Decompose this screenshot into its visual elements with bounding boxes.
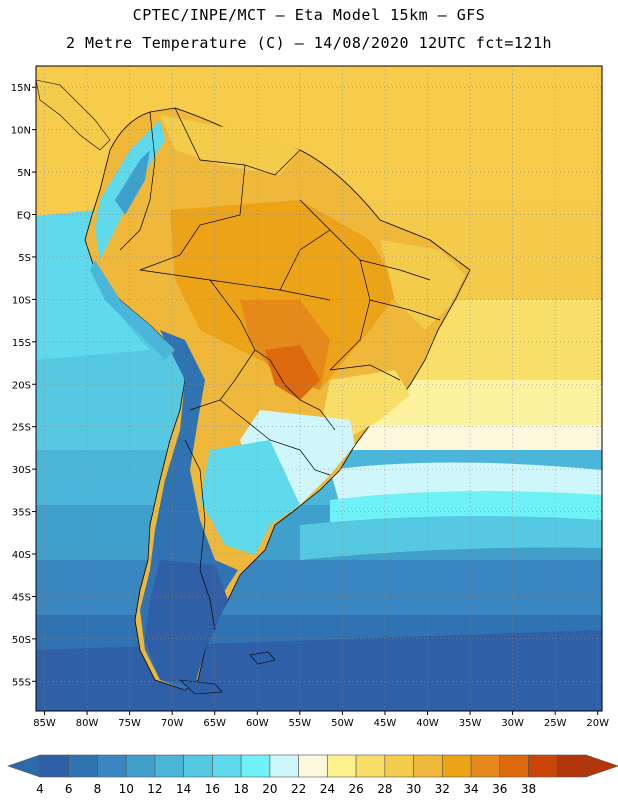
colorbar-label: 24 (320, 782, 335, 796)
map-frame (35, 65, 603, 712)
lat-tick-label: 45S (12, 592, 31, 603)
lat-tick-label: 40S (12, 550, 31, 561)
lat-tick-label: 55S (12, 677, 31, 688)
lat-tick-label: 15S (12, 338, 31, 349)
colorbar-label: 32 (435, 782, 450, 796)
colorbar-label: 36 (492, 782, 507, 796)
country-borders (119, 107, 441, 631)
lon-tick-label: 70W (161, 718, 184, 729)
lon-tick-label: 55W (289, 718, 312, 729)
ocean-band-pacific-warm (36, 210, 150, 360)
lat-tick-label: 5S (18, 253, 31, 264)
colorbar-high-arrow (585, 754, 618, 778)
colorbar-label: 8 (94, 782, 102, 796)
lon-tick-label: 75W (118, 718, 141, 729)
zone-pampas (200, 440, 300, 555)
colorbar-swatch (528, 754, 558, 778)
lat-tick-label: 35S (12, 508, 31, 519)
colorbar-swatch (470, 754, 501, 778)
lon-tick-label: 25W (544, 718, 567, 729)
lon-tick-label: 45W (374, 718, 397, 729)
ocean-band-14 (300, 516, 602, 560)
colorbar-swatch (125, 754, 156, 778)
colorbar-label: 6 (65, 782, 73, 796)
lat-tick-label: EQ (17, 211, 31, 222)
lon-tick-label: 60W (246, 718, 269, 729)
falkland-islands (249, 651, 276, 665)
colorbar-label: 38 (521, 782, 536, 796)
chart-title-line2: 2 Metre Temperature (C) – 14/08/2020 12U… (65, 34, 553, 52)
colorbar-label: 10 (119, 782, 134, 796)
lat-tick-label: 30S (12, 465, 31, 476)
lat-tick-label: 10N (11, 126, 31, 137)
colorbar-swatch (499, 754, 529, 778)
latitude-labels: 15N 10N 5N EQ 5S 10S 15S 20S 25S 30S 35S 40S 45S 50S 5… (11, 83, 31, 688)
longitude-labels: 85W 80W 75W 70W 65W 60W 55W 50W 45W 40W 35W 30W 25W 2… (33, 718, 609, 729)
colorbar-swatch (327, 754, 357, 778)
zone-hottest (265, 345, 320, 400)
chart-title-line1: CPTEC/INPE/MCT – Eta Model 15km – GFS (132, 6, 486, 24)
colorbar-swatch (154, 754, 184, 778)
lat-tick-label: 10S (12, 295, 31, 306)
colorbar-label: 30 (406, 782, 421, 796)
lon-tick-label: 85W (33, 718, 56, 729)
colorbar-swatch (68, 754, 98, 778)
lat-tick-label: 50S (12, 635, 31, 646)
colorbar-label: 14 (176, 782, 191, 796)
lon-tick-label: 65W (203, 718, 226, 729)
colorbar-swatch (212, 754, 242, 778)
colorbar-swatch (298, 754, 328, 778)
colorbar-label: 12 (147, 782, 162, 796)
colorbar-swatch (556, 754, 587, 778)
lat-tick-label: 25S (12, 423, 31, 434)
central-america-land (36, 79, 111, 151)
lon-tick-label: 20W (586, 718, 609, 729)
colorbar-swatch (384, 754, 414, 778)
colorbar-swatch (240, 754, 271, 778)
map-field (36, 66, 602, 711)
lat-tick-label: 15N (11, 83, 31, 94)
zone-andes-north-cold (115, 150, 150, 215)
colorbar-low-arrow (7, 754, 41, 778)
colorbar-swatch (355, 754, 386, 778)
tierra-del-fuego (179, 679, 223, 695)
colorbar-label: 26 (348, 782, 363, 796)
zone-venezuela-warm (160, 115, 300, 175)
lon-tick-label: 40W (416, 718, 439, 729)
colorbar-label: 18 (234, 782, 249, 796)
lat-tick-label: 5N (17, 168, 31, 179)
zone-peru-coast (90, 260, 175, 360)
lon-tick-label: 35W (459, 718, 482, 729)
zone-northeast-warm (380, 240, 465, 330)
colorbar-label: 4 (36, 782, 44, 796)
lon-tick-label: 80W (76, 718, 99, 729)
lon-tick-label: 30W (501, 718, 524, 729)
colorbar-swatch (39, 754, 70, 778)
colorbar-label: 20 (262, 782, 277, 796)
colorbar-label: 22 (291, 782, 306, 796)
colorbar-swatch (183, 754, 213, 778)
colorbar-label: 16 (205, 782, 220, 796)
colorbar-swatch (442, 754, 472, 778)
colorbar-label: 34 (463, 782, 478, 796)
lat-tick-label: 20S (12, 380, 31, 391)
ocean-field-south-45 (36, 560, 602, 620)
colorbar-swatch (269, 754, 299, 778)
axis-ticks (32, 86, 599, 715)
colorbar-label: 28 (377, 782, 392, 796)
colorbar: 4 6 8 10 12 14 16 18 20 22 24 26 28 30 32 34 36 38 (7, 754, 618, 796)
colorbar-swatch (97, 754, 127, 778)
lon-tick-label: 50W (331, 718, 354, 729)
colorbar-swatch (413, 754, 443, 778)
